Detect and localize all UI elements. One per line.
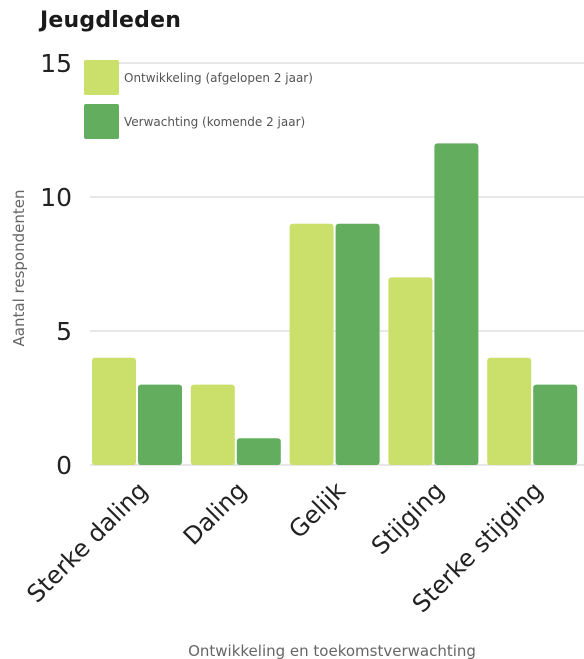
legend-label: Verwachting (komende 2 jaar) bbox=[124, 115, 305, 129]
bar-verwachting-0 bbox=[138, 384, 182, 465]
bar-ontwikkeling-1 bbox=[190, 384, 235, 465]
bar-ontwikkeling-4 bbox=[487, 357, 532, 465]
y-tick-label: 0 bbox=[56, 451, 72, 480]
legend-swatch bbox=[84, 60, 119, 95]
legend-swatch bbox=[84, 104, 119, 139]
y-axis-title: Aantal respondenten bbox=[10, 190, 28, 347]
chart-title: Jeugdleden bbox=[40, 8, 182, 33]
bar-verwachting-4 bbox=[533, 384, 578, 465]
x-tick-label: Stijging bbox=[366, 476, 450, 560]
bar-verwachting-2 bbox=[335, 223, 380, 465]
x-tick-label: Daling bbox=[178, 476, 252, 550]
legend: Ontwikkeling (afgelopen 2 jaar) Verwachti… bbox=[84, 60, 313, 139]
x-tick-labels: Sterke daling Daling Gelijk StijgingSterke … bbox=[21, 476, 548, 618]
bars bbox=[92, 143, 578, 465]
y-tick-label: 10 bbox=[40, 183, 72, 212]
x-tick-label: Sterke daling bbox=[21, 476, 153, 608]
bar-ontwikkeling-2 bbox=[289, 223, 334, 465]
y-tick-label: 15 bbox=[40, 49, 72, 78]
bar-ontwikkeling-3 bbox=[388, 277, 433, 465]
bar-ontwikkeling-0 bbox=[92, 357, 136, 465]
bar-verwachting-3 bbox=[434, 143, 479, 465]
x-axis-title: Ontwikkeling en toekomstverwachting bbox=[188, 642, 476, 659]
legend-label: Ontwikkeling (afgelopen 2 jaar) bbox=[124, 71, 313, 85]
y-tick-label: 5 bbox=[56, 317, 72, 346]
x-tick-label: Gelijk bbox=[283, 476, 350, 543]
y-tick-labels: 0 5 10 15 bbox=[40, 49, 72, 480]
bar-verwachting-1 bbox=[236, 438, 281, 465]
